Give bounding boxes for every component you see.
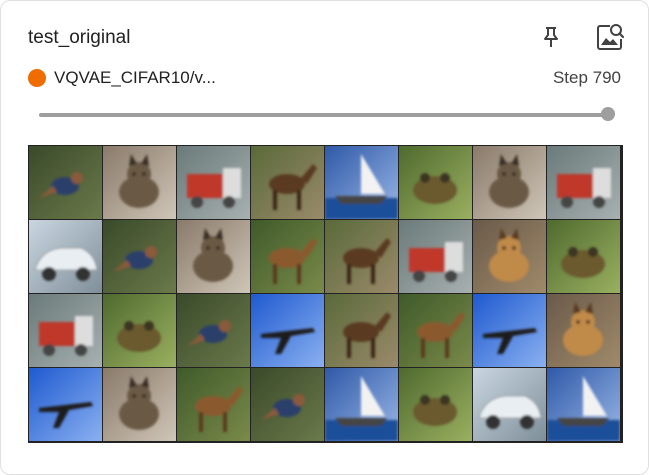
image-grid [28, 145, 623, 443]
pin-button[interactable] [537, 25, 565, 53]
image-tile [547, 146, 620, 219]
image-tile [399, 368, 472, 441]
image-tile [29, 220, 102, 293]
image-search-icon [594, 21, 626, 58]
image-tile [473, 220, 546, 293]
image-tile [251, 146, 324, 219]
image-tile [103, 146, 176, 219]
pin-icon [541, 25, 561, 54]
step-slider[interactable] [39, 107, 615, 123]
step-label: Step 790 [552, 68, 621, 87]
image-tile [177, 294, 250, 367]
image-tile [547, 220, 620, 293]
image-tile [251, 368, 324, 441]
image-settings-button[interactable] [592, 21, 628, 57]
run-color-dot [28, 69, 46, 87]
image-tile [473, 294, 546, 367]
image-tile [251, 294, 324, 367]
image-tile [29, 368, 102, 441]
image-tile [399, 220, 472, 293]
image-tile [177, 220, 250, 293]
image-tile [325, 294, 398, 367]
run-indicator: VQVAE_CIFAR10/v... [28, 67, 216, 89]
image-tile [103, 294, 176, 367]
image-tile [251, 220, 324, 293]
image-tile [399, 294, 472, 367]
image-tile [103, 368, 176, 441]
image-tile [399, 146, 472, 219]
image-tile [177, 368, 250, 441]
image-tile [547, 368, 620, 441]
card-title: test_original [28, 27, 131, 48]
image-tile [325, 220, 398, 293]
image-tile [29, 146, 102, 219]
image-tile [473, 146, 546, 219]
image-tile [547, 294, 620, 367]
image-tile [29, 294, 102, 367]
run-name: VQVAE_CIFAR10/v... [54, 68, 216, 87]
image-tile [103, 220, 176, 293]
slider-thumb[interactable] [601, 107, 615, 121]
image-tile [325, 146, 398, 219]
image-tile [473, 368, 546, 441]
image-tile [325, 368, 398, 441]
image-tile [177, 146, 250, 219]
slider-track [39, 113, 609, 117]
